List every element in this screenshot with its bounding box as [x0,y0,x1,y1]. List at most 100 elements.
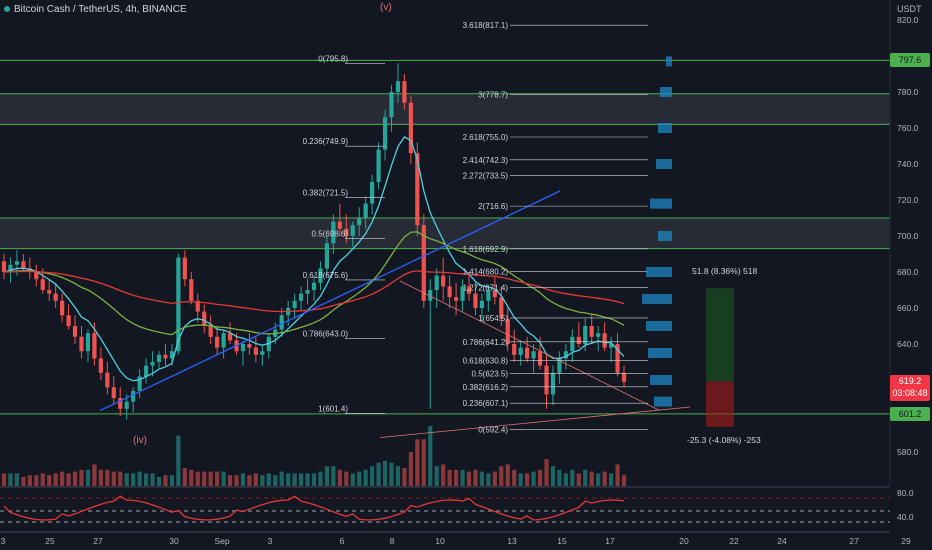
fib-ext-label: 1.618(692.9) [463,245,509,254]
volume-bar [156,477,162,486]
stop-loss-zone[interactable] [706,381,734,427]
volume-bar [460,469,465,486]
candle-body [460,286,465,301]
candle-body [570,336,575,352]
candle-body [163,354,168,359]
volume-bar [350,473,355,486]
candle-body [563,351,568,359]
volume-bar [182,468,187,486]
wave-label: (v) [380,2,392,13]
candle-body [8,264,13,272]
candle-body [550,372,556,395]
fib-level-label: 0.382(721.5) [303,188,349,197]
volume-bar [318,471,323,486]
volume-bar [408,451,413,486]
candle-body [72,326,78,337]
candle-body [415,153,420,226]
volume-bar [298,473,304,486]
volume-bar [60,471,65,486]
resistance-zone [0,93,890,125]
volume-profile-bar [660,87,672,97]
volume-bar [85,469,91,486]
candle-body [537,351,543,366]
candle-body [21,261,26,269]
volume-bar [370,466,375,486]
time-axis-tick: 22 [729,536,739,546]
time-axis-tick: 27 [849,536,859,546]
volume-bar [111,471,116,486]
volume-profile-bar [646,321,672,331]
position-stop-label: -25.3 (-4.08%) -253 [687,435,761,445]
price-axis-tick: 660.0 [897,303,919,313]
fib-ext-label: 1.414(680.2) [463,268,509,277]
price-axis-tick: 760.0 [897,123,919,133]
volume-bar [118,471,123,486]
candle-body [150,362,155,366]
candle-body [1,261,7,272]
volume-bar [479,471,485,486]
candle-body [27,268,32,272]
candle-body [525,347,530,359]
fib-ext-label: 0.382(616.2) [463,383,509,392]
ema-mid-line [3,231,625,336]
volume-bar [621,475,627,486]
time-axis-tick: 25 [45,536,55,546]
candle-body [124,401,129,409]
candle-body [98,358,103,373]
volume-bar [27,475,32,486]
take-profit-zone[interactable] [706,288,734,382]
candle-body [305,290,310,294]
volume-bar [615,464,620,486]
volume-profile-bar [654,396,672,407]
volume-bar [589,471,594,486]
candle-body [111,387,116,398]
candle-body [583,326,588,344]
candle-body [66,315,71,326]
candle-body [596,333,601,337]
fib-level-label: 0.786(643.0) [303,330,349,339]
candle-body [105,372,110,388]
volume-bar [195,471,200,486]
trend-line[interactable] [99,190,561,412]
candle-body [240,344,246,352]
volume-bar [389,462,394,486]
time-axis-tick: 15 [557,536,567,546]
fib-ext-label: 1(654.5) [478,314,508,323]
volume-bar [602,471,607,486]
candle-body [260,351,265,355]
time-axis-tick: 3 [268,536,273,546]
candle-body [247,344,252,348]
candle-body [589,326,594,337]
volume-bar [382,460,388,486]
candle-body [131,390,136,402]
candle-body [137,376,142,391]
volume-bar [518,473,523,486]
volume-bar [240,473,246,486]
candle-body [357,218,362,226]
volume-bar [583,469,588,486]
price-axis-tick: 640.0 [897,339,919,349]
candle-body [453,297,459,301]
volume-bar [441,464,446,486]
wedge-line[interactable] [399,280,661,411]
volume-bar [247,475,252,486]
oscillator-tick: 40.0 [897,512,914,522]
fib-ext-label: 0(592.4) [478,426,508,435]
time-axis-tick: 8 [390,536,395,546]
volume-bar [324,466,330,486]
candle-body [292,300,297,308]
wedge-line[interactable] [379,406,691,438]
candle-body [227,333,233,341]
candle-body [324,243,330,269]
time-axis-tick: 10 [435,536,445,546]
position-target-label: 51.8 (8.36%) 518 [692,266,757,276]
volume-bar [143,473,149,486]
volume-bar [421,439,426,486]
symbol-label: Bitcoin Cash / TetherUS, 4h, BINANCE [14,4,187,15]
volume-bar [576,473,581,486]
candle-body [518,347,523,355]
candle-body [60,300,65,316]
volume-bar [331,466,336,486]
volume-profile-bar [658,231,672,241]
